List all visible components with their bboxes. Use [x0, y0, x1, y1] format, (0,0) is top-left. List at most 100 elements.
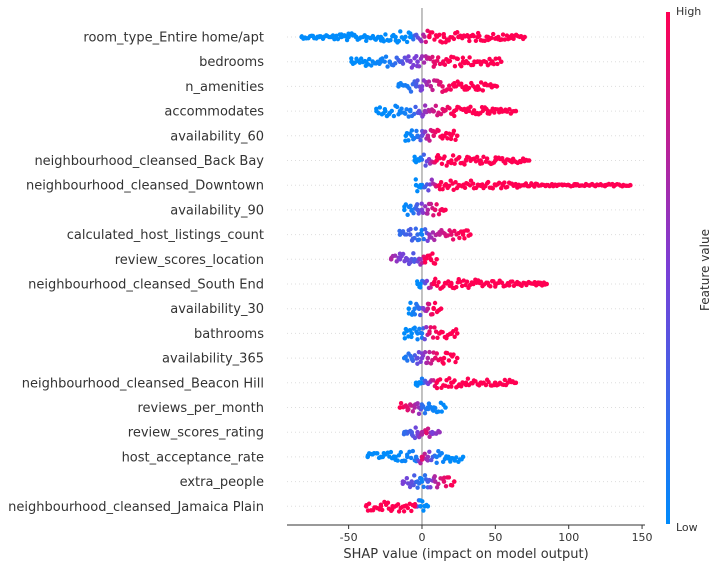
shap-point [441, 59, 446, 64]
shap-point [544, 182, 549, 188]
shap-point [419, 54, 425, 59]
shap-point [422, 227, 428, 232]
shap-point [427, 349, 432, 355]
shap-point [409, 429, 415, 435]
shap-point [431, 59, 437, 64]
shap-point [421, 306, 426, 312]
shap-point [415, 429, 420, 435]
shap-point [434, 158, 439, 163]
shap-point [438, 356, 443, 362]
shap-point [432, 474, 437, 479]
shap-point [415, 401, 420, 406]
shap-point [441, 108, 447, 114]
feature-row-points [363, 498, 431, 514]
shap-point [459, 283, 465, 289]
feature-row-points [374, 103, 519, 119]
shap-point [437, 331, 442, 336]
shap-point [419, 429, 425, 435]
shap-point [428, 325, 433, 330]
shap-point [488, 284, 493, 289]
shap-point [431, 378, 436, 383]
shap-point [422, 473, 428, 478]
feature-label: room_type_Entire home/apt [83, 31, 264, 46]
shap-point [421, 112, 426, 117]
shap-point [470, 181, 476, 186]
shap-point [413, 104, 418, 110]
shap-point [416, 108, 422, 114]
shap-point [425, 207, 431, 213]
shap-point [316, 34, 322, 40]
shap-point [413, 177, 418, 182]
shap-point [465, 228, 470, 233]
shap-point [421, 152, 427, 157]
shap-point [453, 359, 458, 365]
shap-point [459, 384, 464, 389]
shap-point [494, 84, 500, 89]
shap-point [398, 450, 404, 455]
shap-point [447, 376, 452, 381]
shap-point [432, 300, 438, 306]
shap-point [435, 55, 441, 60]
shap-point [422, 108, 428, 114]
shap-point [493, 281, 498, 287]
shap-point [440, 187, 445, 192]
shap-point [526, 158, 532, 163]
shap-point [412, 312, 418, 317]
shap-point [406, 54, 411, 59]
shap-point [409, 128, 415, 133]
shap-point [434, 460, 439, 465]
shap-point [441, 284, 446, 289]
shap-point [427, 138, 432, 143]
shap-point [418, 281, 423, 287]
shap-point [425, 238, 430, 244]
shap-point [366, 501, 372, 506]
shap-point [437, 182, 442, 188]
shap-point [425, 355, 431, 361]
shap-point [412, 306, 417, 312]
shap-point [433, 276, 438, 282]
shap-point [432, 355, 438, 361]
shap-point [338, 34, 344, 40]
shap-point [436, 449, 441, 454]
shap-point [471, 33, 477, 39]
feature-row-points [396, 78, 500, 95]
shap-point [402, 331, 407, 336]
shap-point [400, 251, 406, 257]
shap-point [460, 55, 466, 60]
shap-point [430, 230, 436, 235]
shap-point [419, 39, 424, 44]
shap-point [393, 454, 398, 460]
shap-point [405, 257, 410, 262]
shap-point [430, 54, 435, 60]
shap-point [400, 229, 406, 234]
shap-point [455, 30, 460, 35]
shap-point [475, 84, 481, 89]
shap-point [424, 82, 430, 88]
shap-point [428, 285, 433, 290]
shap-point [454, 331, 460, 336]
feature-row-points [299, 28, 527, 45]
shap-point [449, 380, 454, 386]
shap-point [418, 257, 423, 262]
shap-point [493, 56, 498, 61]
shap-point [403, 34, 408, 40]
shap-point [449, 133, 454, 139]
shap-point [431, 306, 437, 312]
shap-point [441, 355, 447, 361]
shap-point [395, 502, 401, 507]
shap-point [445, 136, 450, 141]
shap-point [422, 350, 428, 355]
shap-point [349, 59, 354, 64]
shap-point [439, 409, 444, 414]
shap-point [452, 228, 457, 234]
x-tick-label: 100 [558, 531, 579, 544]
shap-point [460, 232, 466, 237]
shap-point [507, 158, 513, 163]
shap-point [505, 184, 510, 190]
shap-point [407, 232, 413, 237]
shap-point [393, 34, 398, 40]
shap-point [522, 34, 527, 40]
feature-label: extra_people [180, 475, 264, 490]
shap-point [449, 281, 454, 287]
feature-label: review_scores_rating [128, 426, 264, 441]
